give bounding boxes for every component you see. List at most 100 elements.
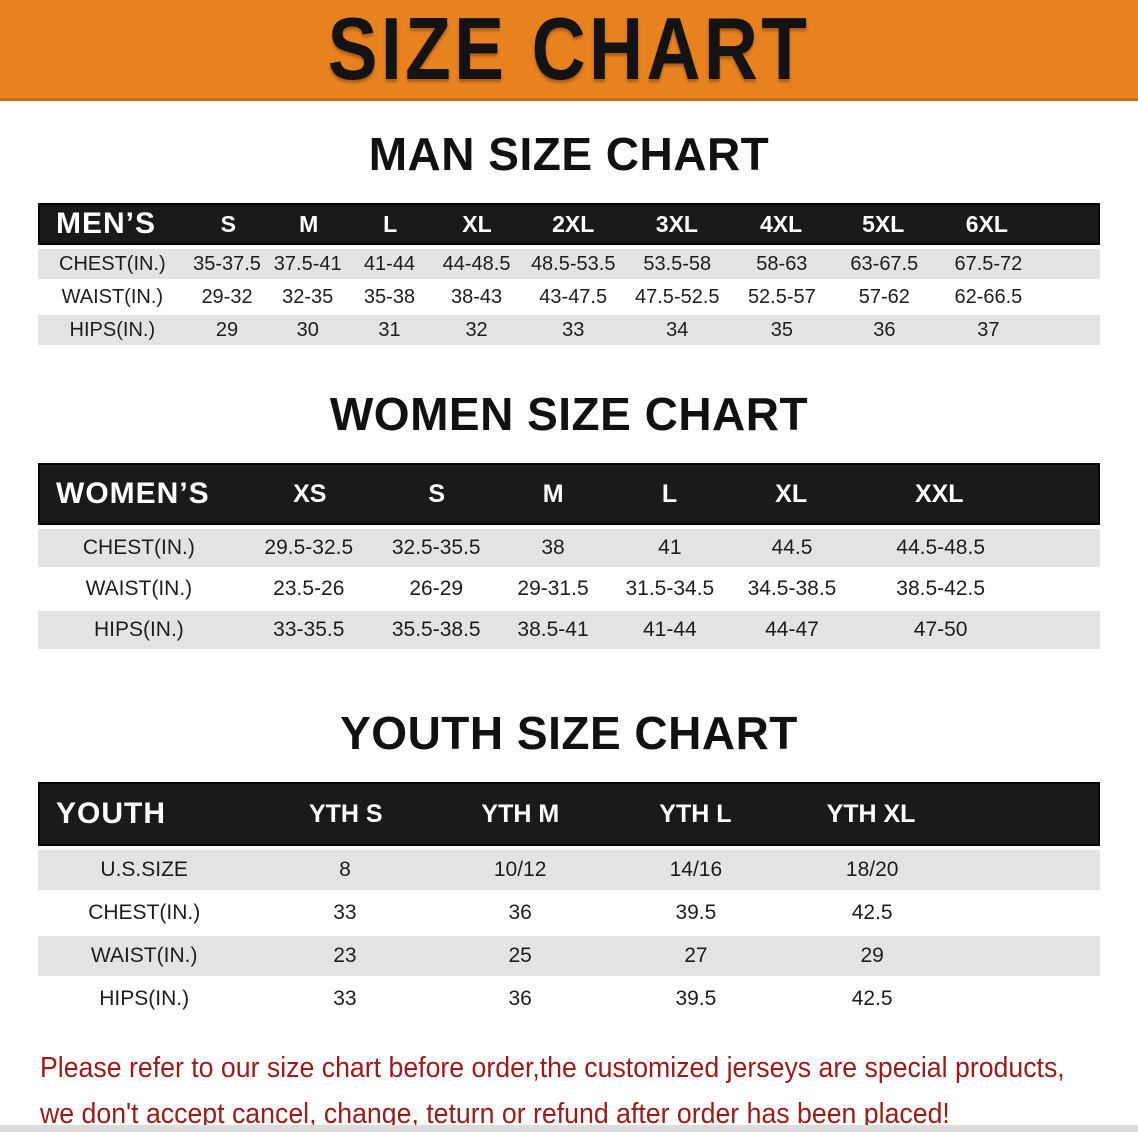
measurement-value-cell: 29-32 xyxy=(201,285,253,308)
measurement-label-cell: HIPS(IN.) xyxy=(69,318,156,341)
measurement-value-cell: 36 xyxy=(508,901,532,924)
measurement-value-cell: 35.5-38.5 xyxy=(391,618,481,641)
measurement-value-cell: 10/12 xyxy=(493,858,547,881)
measurement-value-cell: 42.5 xyxy=(851,901,893,924)
measurement-value-cell: 36 xyxy=(873,318,896,341)
measurement-value-cell: 67.5-72 xyxy=(954,252,1023,275)
measurement-value-cell: 44.5 xyxy=(771,536,813,559)
measurement-value-cell: 38-43 xyxy=(450,285,503,308)
measurement-label-cell: WAIST(IN.) xyxy=(90,944,198,967)
men-section-title: MAN SIZE CHART xyxy=(368,128,770,180)
measurement-value-cell: 8 xyxy=(339,858,351,881)
women-section-title: WOMEN SIZE CHART xyxy=(329,388,809,440)
measurement-value-cell: 41 xyxy=(658,536,682,559)
size-column-header: 6XL xyxy=(965,210,1008,237)
measurement-value-cell: 23.5-26 xyxy=(273,577,345,600)
table-row: U.S.SIZE 8 10/12 14/16 18/20 xyxy=(38,850,1100,890)
table-row: CHEST(IN.) 29.5-32.5 32.5-35.5 38 41 44.5 44.5… xyxy=(38,529,1100,567)
size-column-header: 3XL xyxy=(655,210,698,237)
measurement-value-cell: 38.5-42.5 xyxy=(896,577,986,600)
page-title: SIZE CHART xyxy=(327,0,811,98)
measurement-value-cell: 44-47 xyxy=(765,618,819,641)
measurement-value-cell: 38 xyxy=(541,536,565,559)
measurement-value-cell: 39.5 xyxy=(675,987,717,1010)
table-row: WAIST(IN.) 29-32 32-35 35-38 38-43 43-47.5 47.… xyxy=(38,282,1100,312)
table-row: HIPS(IN.) 33 36 39.5 42.5 xyxy=(38,979,1100,1019)
measurement-label-cell: WAIST(IN.) xyxy=(61,285,164,308)
size-column-header: XS xyxy=(293,479,327,508)
measurement-value-cell: 43-47.5 xyxy=(539,285,608,308)
measurement-value-cell: 29 xyxy=(860,944,884,967)
measurement-value-cell: 18/20 xyxy=(845,858,899,881)
men-size-table: MEN’S S M L XL 2XL 3XL 4XL 5XL 6XL CHEST(IN.) 35-37… xyxy=(38,203,1100,345)
size-column-header: YTH XL xyxy=(826,799,916,828)
measurement-value-cell: 63-67.5 xyxy=(850,252,919,275)
table-row: WAIST(IN.) 23 25 27 29 xyxy=(38,936,1100,976)
measurement-value-cell: 33 xyxy=(333,901,357,924)
table-header-row: MEN’S S M L XL 2XL 3XL 4XL 5XL 6XL xyxy=(38,203,1100,245)
measurement-value-cell: 26-29 xyxy=(409,577,464,600)
youth-size-table: YOUTH YTH S YTH M YTH L YTH XL U.S.SIZE 8 10/12… xyxy=(38,782,1100,1019)
measurement-value-cell: 34.5-38.5 xyxy=(747,577,837,600)
measurement-label-cell: HIPS(IN.) xyxy=(99,987,190,1010)
youth-section-title: YOUTH SIZE CHART xyxy=(340,707,798,759)
size-column-header: L xyxy=(661,479,678,508)
measurement-value-cell: 39.5 xyxy=(675,901,717,924)
table-header-row: YOUTH YTH S YTH M YTH L YTH XL xyxy=(38,782,1100,846)
measurement-value-cell: 32.5-35.5 xyxy=(391,536,481,559)
measurement-label-cell: U.S.SIZE xyxy=(100,858,188,881)
measurement-value-cell: 37 xyxy=(977,318,1000,341)
measurement-value-cell: 23 xyxy=(333,944,357,967)
measurement-value-cell: 29-31.5 xyxy=(517,577,589,600)
measurement-value-cell: 29.5-32.5 xyxy=(264,536,354,559)
measurement-label-cell: CHEST(IN.) xyxy=(82,536,195,559)
measurement-value-cell: 30 xyxy=(296,318,319,341)
measurement-value-cell: 42.5 xyxy=(851,987,893,1010)
size-column-header: L xyxy=(383,210,398,237)
table-name-cell: MEN’S xyxy=(56,207,157,240)
measurement-value-cell: 32 xyxy=(465,318,488,341)
measurement-value-cell: 33-35.5 xyxy=(273,618,345,641)
size-column-header: YTH M xyxy=(481,799,560,828)
disclaimer-line-2: we don't accept cancel, change, teturn o… xyxy=(40,1098,950,1130)
size-column-header: YTH L xyxy=(659,799,732,828)
disclaimer-line-1: Please refer to our size chart before or… xyxy=(40,1052,1065,1084)
measurement-value-cell: 58-63 xyxy=(756,252,808,275)
measurement-value-cell: 29 xyxy=(215,318,239,341)
table-name-cell: WOMEN’S xyxy=(56,477,210,510)
measurement-value-cell: 41-44 xyxy=(642,618,697,641)
table-row: HIPS(IN.) 33-35.5 35.5-38.5 38.5-41 41-44 44-… xyxy=(38,611,1100,649)
measurement-value-cell: 52.5-57 xyxy=(747,285,816,308)
size-column-header: XL xyxy=(775,479,808,508)
table-row: CHEST(IN.) 35-37.5 37.5-41 41-44 44-48.5 48.5… xyxy=(38,249,1100,279)
measurement-label-cell: CHEST(IN.) xyxy=(59,252,166,275)
size-column-header: XXL xyxy=(914,479,964,508)
measurement-value-cell: 34 xyxy=(666,318,689,341)
measurement-value-cell: 33 xyxy=(562,318,585,341)
measurement-label-cell: HIPS(IN.) xyxy=(93,618,184,641)
measurement-value-cell: 37.5-41 xyxy=(273,252,342,275)
measurement-value-cell: 35-37.5 xyxy=(193,252,261,275)
measurement-value-cell: 35-38 xyxy=(363,285,416,308)
measurement-value-cell: 53.5-58 xyxy=(643,252,712,275)
youth-size-section: YOUTH SIZE CHART YOUTH YTH S YTH M YTH L YTH… xyxy=(0,706,1138,1019)
measurement-value-cell: 25 xyxy=(508,944,532,967)
measurement-label-cell: CHEST(IN.) xyxy=(88,901,201,924)
measurement-value-cell: 14/16 xyxy=(669,858,723,881)
measurement-value-cell: 38.5-41 xyxy=(517,618,589,641)
size-column-header: 4XL xyxy=(760,210,803,237)
table-row: CHEST(IN.) 33 36 39.5 42.5 xyxy=(38,893,1100,933)
measurement-value-cell: 35 xyxy=(770,318,793,341)
size-column-header: 2XL xyxy=(552,210,595,237)
size-column-header: 5XL xyxy=(862,210,905,237)
women-size-section: WOMEN SIZE CHART WOMEN’S XS S M L XL XXL CHEST(… xyxy=(0,387,1138,649)
men-size-section: MAN SIZE CHART MEN’S S M L XL 2XL 3XL 4XL 5XL 6XL… xyxy=(0,127,1138,345)
measurement-value-cell: 44.5-48.5 xyxy=(896,536,986,559)
size-column-header: S xyxy=(428,479,446,508)
table-row: HIPS(IN.) 29 30 31 32 33 34 35 36 37 xyxy=(38,315,1100,345)
measurement-value-cell: 48.5-53.5 xyxy=(530,252,616,275)
table-name-cell: YOUTH xyxy=(56,797,166,830)
measurement-value-cell: 47-50 xyxy=(913,618,968,641)
measurement-value-cell: 44-48.5 xyxy=(442,252,511,275)
